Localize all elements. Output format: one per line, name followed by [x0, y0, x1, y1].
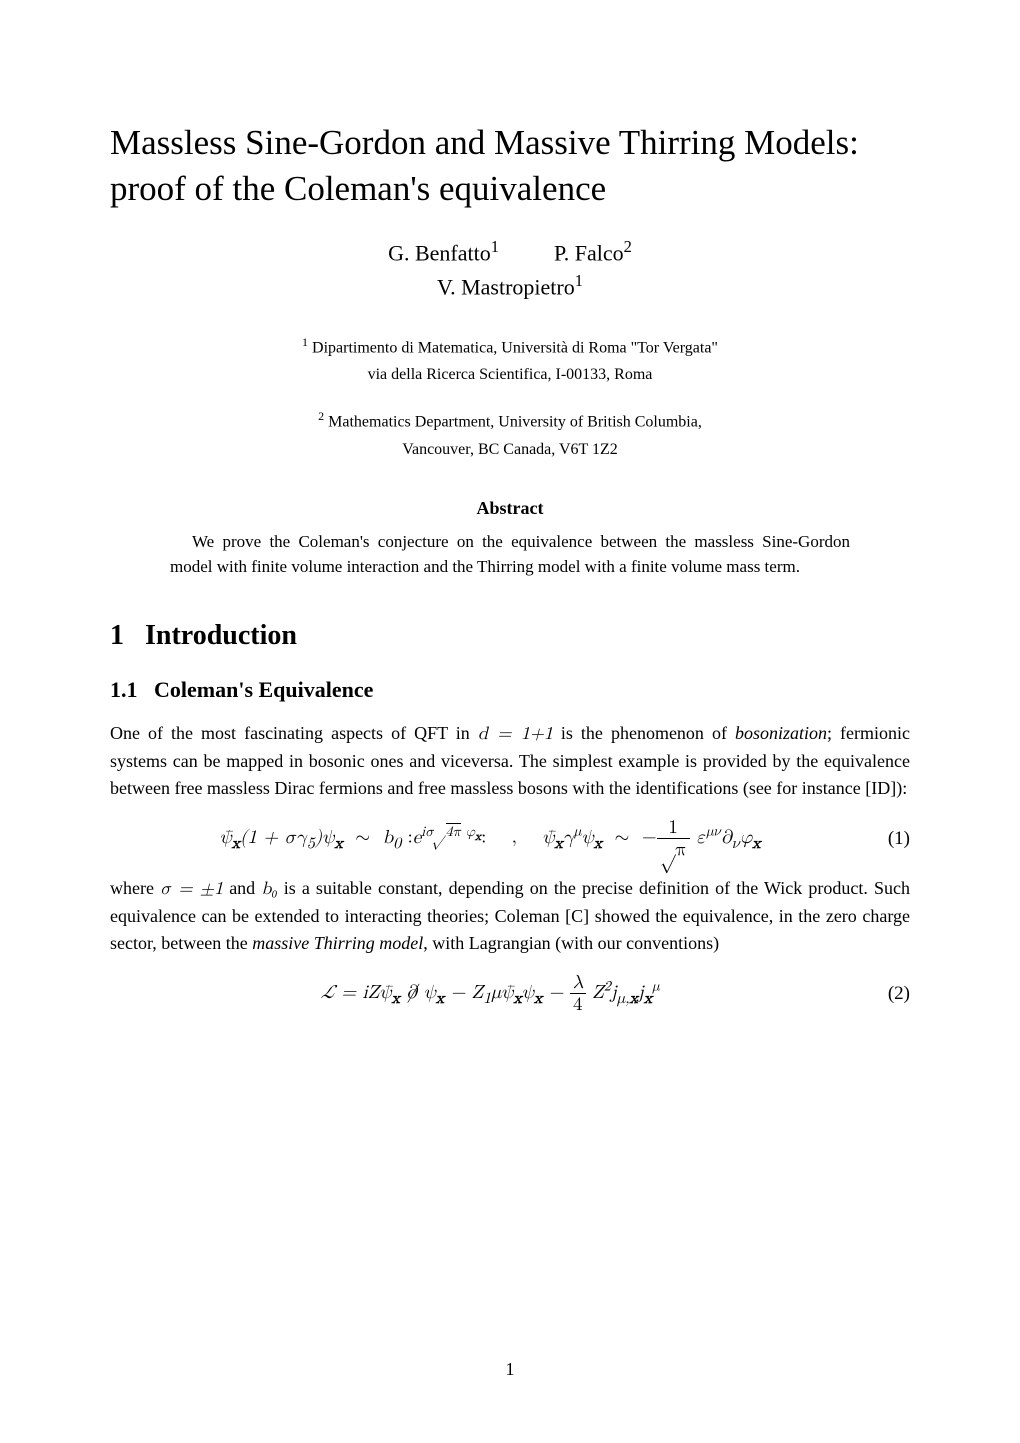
para2-text-a: where — [110, 878, 160, 898]
affiliation-1-line1: Dipartimento di Matematica, Università d… — [308, 339, 718, 356]
paragraph-2: where σ = ±1 and b₀ is a suitable consta… — [110, 875, 910, 957]
equation-1-body: ψ̄x(1 + σγ5)ψx ∼ b0 :eiσ√4π φx: , ψ̄xγμψ… — [110, 818, 870, 859]
subsection-heading: 1.1 Coleman's Equivalence — [110, 673, 910, 706]
para2-text-d: , with Lagrangian (with our conventions) — [423, 933, 719, 953]
affiliation-block: 1 Dipartimento di Matematica, Università… — [110, 332, 910, 463]
subsection-title: Coleman's Equivalence — [154, 677, 373, 702]
para1-italic: bosonization — [735, 723, 827, 743]
author-line-1: G. Benfatto1 P. Falco2 — [110, 235, 910, 269]
para1-inline-math-1: d = 1+1 — [478, 725, 553, 743]
para2-inline-math-1: σ = ±1 — [160, 880, 223, 898]
para1-text-b: is the phenomenon of — [553, 723, 735, 743]
para2-text-b: and — [223, 878, 261, 898]
affiliation-2-line2: Vancouver, BC Canada, V6T 1Z2 — [402, 441, 618, 458]
para2-italic: massive Thirring model — [252, 933, 423, 953]
author-1-affil-sup: 1 — [491, 237, 499, 256]
equation-2: ℒ = iZψ̄x ∂̸ ψx − Z1μψ̄xψx − λ4 Z2jμ,xjx… — [110, 973, 910, 1014]
affiliation-2-line1: Mathematics Department, University of Br… — [324, 414, 702, 431]
author-block: G. Benfatto1 P. Falco2 V. Mastropietro1 — [110, 235, 910, 304]
equation-1-number: (1) — [870, 825, 910, 854]
affiliation-1-line2: via della Ricerca Scientifica, I-00133, … — [368, 366, 653, 383]
author-3-name: V. Mastropietro — [437, 275, 575, 300]
equation-2-body: ℒ = iZψ̄x ∂̸ ψx − Z1μψ̄xψx − λ4 Z2jμ,xjx… — [110, 973, 870, 1014]
para1-text-a: One of the most fascinating aspects of Q… — [110, 723, 478, 743]
paper-title: Massless Sine-Gordon and Massive Thirrin… — [110, 120, 910, 211]
paragraph-1: One of the most fascinating aspects of Q… — [110, 720, 910, 802]
affiliation-2: 2 Mathematics Department, University of … — [110, 406, 910, 463]
author-line-2: V. Mastropietro1 — [110, 269, 910, 303]
author-1-name: G. Benfatto — [388, 240, 491, 265]
page-number: 1 — [0, 1356, 1020, 1383]
para2-inline-math-2: b₀ — [261, 880, 277, 898]
equation-2-number: (2) — [870, 980, 910, 1009]
equation-1: ψ̄x(1 + σγ5)ψx ∼ b0 :eiσ√4π φx: , ψ̄xγμψ… — [110, 818, 910, 859]
section-number: 1 — [110, 620, 124, 651]
section-heading: 1 Introduction — [110, 615, 910, 657]
author-2-affil-sup: 2 — [624, 237, 632, 256]
abstract-heading: Abstract — [110, 495, 910, 522]
abstract-body: We prove the Coleman's conjecture on the… — [170, 530, 850, 579]
subsection-number: 1.1 — [110, 677, 138, 702]
author-2-name: P. Falco — [554, 240, 624, 265]
author-3-affil-sup: 1 — [575, 271, 583, 290]
affiliation-1: 1 Dipartimento di Matematica, Università… — [110, 332, 910, 389]
section-title: Introduction — [145, 620, 297, 651]
